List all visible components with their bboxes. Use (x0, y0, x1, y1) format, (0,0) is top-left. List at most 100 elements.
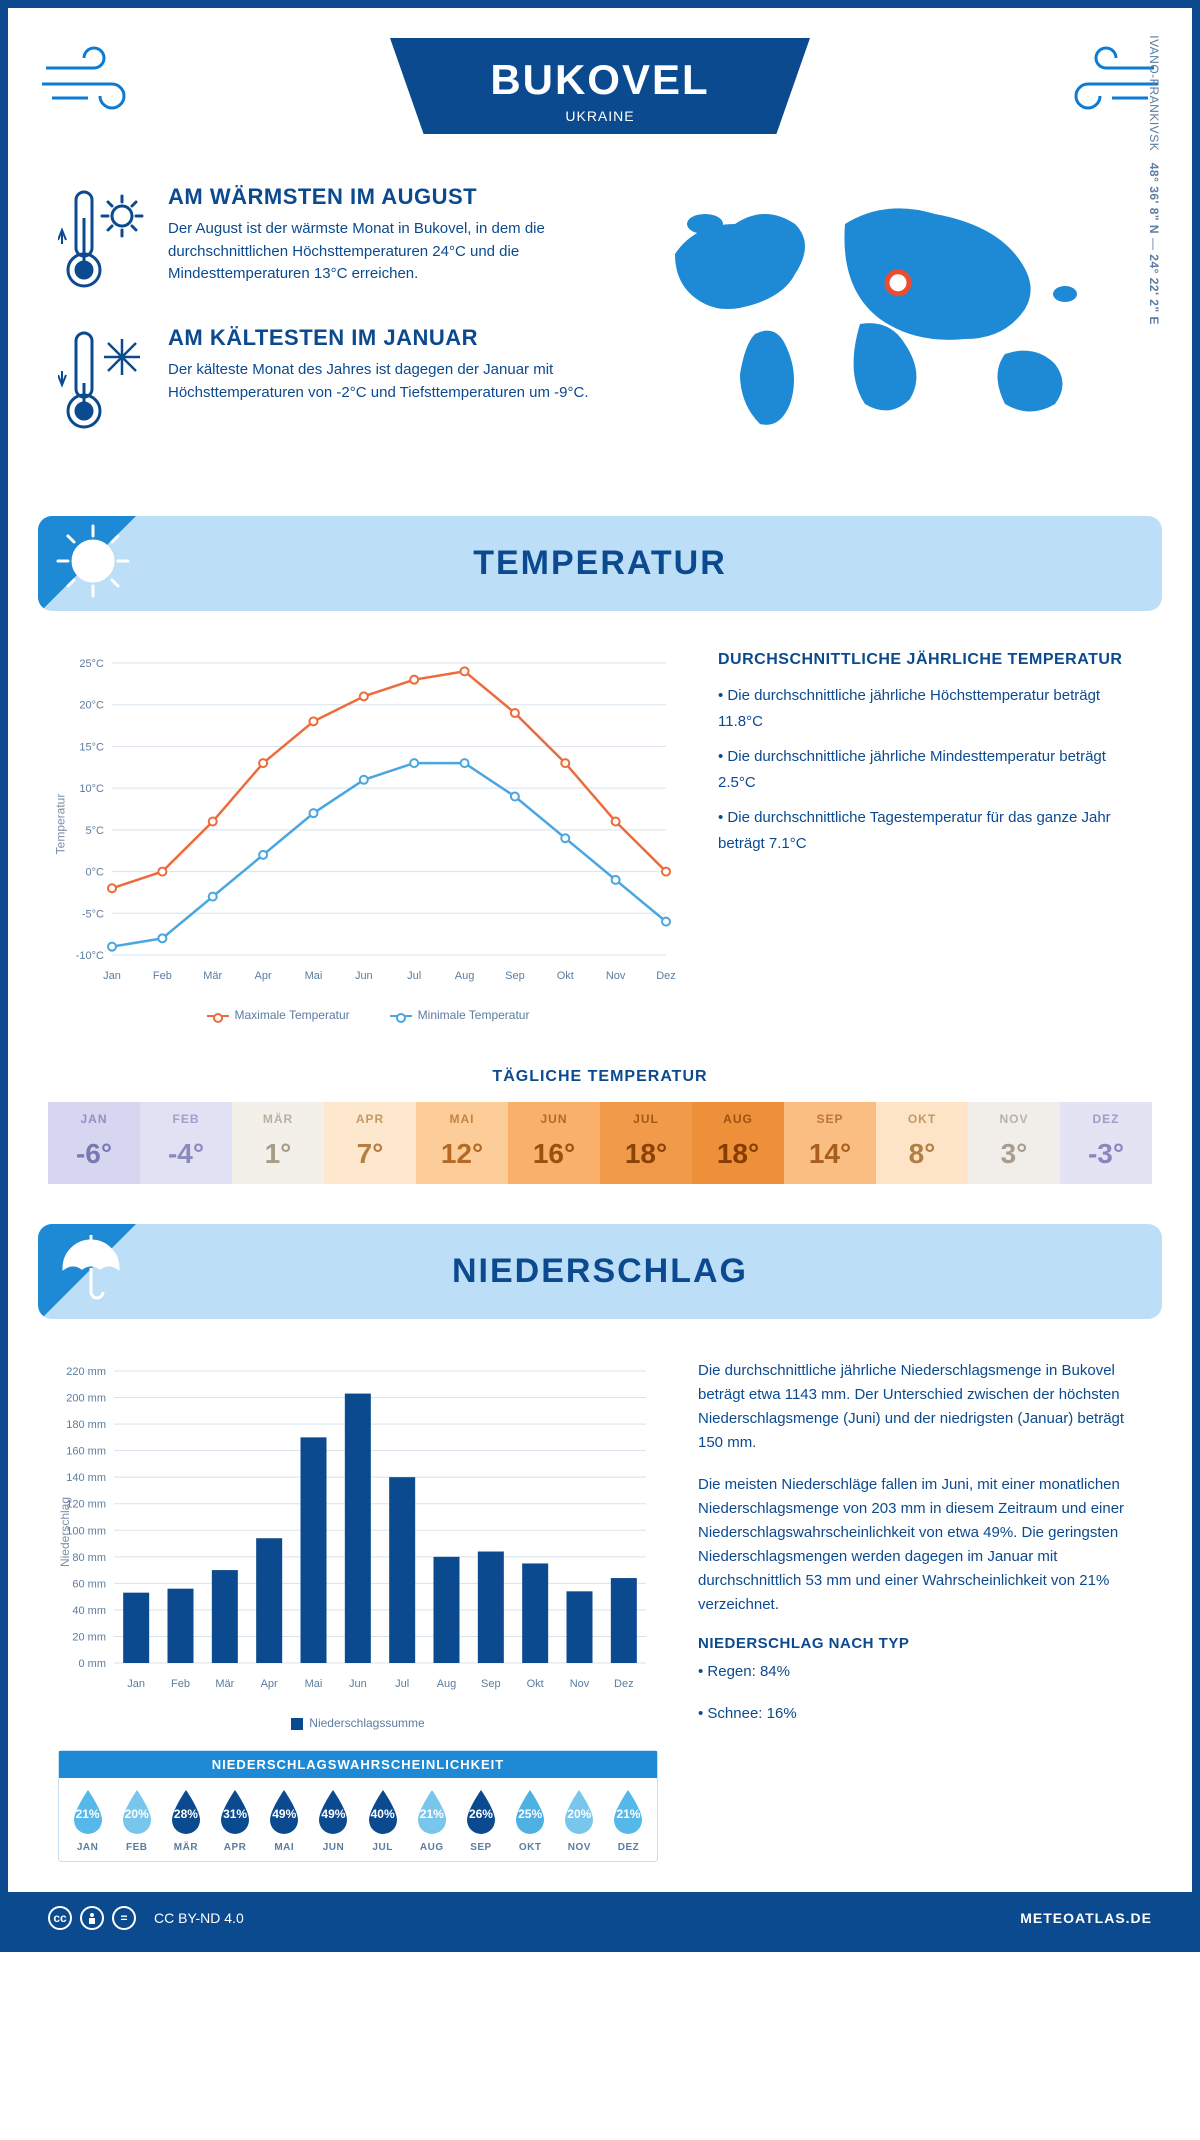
probability-cell: 49% MAI (260, 1788, 309, 1853)
svg-text:Sep: Sep (505, 970, 525, 982)
daily-cell: MAI12° (416, 1102, 508, 1184)
cc-icon: cc (48, 1906, 72, 1930)
svg-text:0 mm: 0 mm (79, 1658, 107, 1670)
location-title: BUKOVEL (470, 56, 730, 104)
section-title: NIEDERSCHLAG (58, 1252, 1142, 1291)
svg-text:Aug: Aug (455, 970, 475, 982)
svg-text:120 mm: 120 mm (66, 1499, 106, 1511)
daily-cell: JUL18° (600, 1102, 692, 1184)
probability-cell: 25% OKT (506, 1788, 555, 1853)
summary-paragraph: Die durchschnittliche jährliche Niedersc… (698, 1359, 1142, 1455)
chart-ylabel: Niederschlag (58, 1496, 72, 1566)
svg-text:Dez: Dez (656, 970, 676, 982)
svg-text:-5°C: -5°C (82, 908, 104, 920)
svg-text:5°C: 5°C (86, 825, 105, 837)
svg-text:Feb: Feb (153, 970, 172, 982)
daily-cell: DEZ-3° (1060, 1102, 1152, 1184)
coordinates: IVANO-FRANKIVSK 48° 36' 8" N — 24° 22' 2… (1147, 35, 1161, 325)
probability-title: NIEDERSCHLAGSWAHRSCHEINLICHKEIT (59, 1751, 657, 1778)
umbrella-icon (54, 1230, 128, 1309)
wind-icon (1052, 38, 1162, 123)
svg-text:Okt: Okt (557, 970, 574, 982)
svg-text:Dez: Dez (614, 1678, 634, 1690)
page-frame: BUKOVEL UKRAINE (0, 0, 1200, 1952)
raindrop-icon: 20% (559, 1788, 599, 1836)
probability-cell: 40% JUL (358, 1788, 407, 1853)
temperature-summary: DURCHSCHNITTLICHE JÄHRLICHE TEMPERATUR •… (718, 651, 1142, 1022)
site-name: METEOATLAS.DE (1020, 1910, 1152, 1926)
chart-legend: Maximale Temperatur Minimale Temperatur (58, 1008, 678, 1022)
precipitation-chart: Niederschlag 0 mm20 mm40 mm60 mm80 mm100… (58, 1359, 658, 1704)
raindrop-icon: 28% (166, 1788, 206, 1836)
probability-cell: 21% DEZ (604, 1788, 653, 1853)
svg-text:Mai: Mai (305, 970, 323, 982)
svg-text:15°C: 15°C (79, 741, 104, 753)
raindrop-icon: 40% (363, 1788, 403, 1836)
svg-text:20 mm: 20 mm (72, 1631, 106, 1643)
svg-text:60 mm: 60 mm (72, 1578, 106, 1590)
svg-text:Jul: Jul (395, 1678, 409, 1690)
title-banner: BUKOVEL UKRAINE (390, 38, 810, 134)
svg-text:Mär: Mär (203, 970, 222, 982)
summary-item: • Regen: 84% (698, 1660, 1142, 1684)
probability-cell: 20% FEB (112, 1788, 161, 1853)
daily-cell: OKT8° (876, 1102, 968, 1184)
svg-text:160 mm: 160 mm (66, 1446, 106, 1458)
daily-cell: JAN-6° (48, 1102, 140, 1184)
raindrop-icon: 21% (608, 1788, 648, 1836)
section-banner-temperature: TEMPERATUR (38, 516, 1162, 611)
raindrop-icon: 20% (117, 1788, 157, 1836)
license-block: cc = CC BY-ND 4.0 (48, 1906, 244, 1930)
raindrop-icon: 26% (461, 1788, 501, 1836)
daily-title: TÄGLICHE TEMPERATUR (8, 1068, 1192, 1086)
thermometer-hot-icon (58, 184, 148, 299)
section-title: TEMPERATUR (58, 544, 1142, 583)
svg-text:0°C: 0°C (86, 867, 105, 879)
svg-text:Sep: Sep (481, 1678, 501, 1690)
svg-text:25°C: 25°C (79, 658, 104, 670)
fact-coldest: AM KÄLTESTEN IM JANUAR Der kälteste Mona… (58, 325, 605, 440)
svg-text:Aug: Aug (437, 1678, 457, 1690)
summary-item: • Die durchschnittliche Tagestemperatur … (718, 805, 1142, 856)
daily-cell: NOV3° (968, 1102, 1060, 1184)
svg-text:180 mm: 180 mm (66, 1419, 106, 1431)
svg-text:80 mm: 80 mm (72, 1552, 106, 1564)
world-map: IVANO-FRANKIVSK 48° 36' 8" N — 24° 22' 2… (645, 184, 1142, 466)
fact-text: Der kälteste Monat des Jahres ist dagege… (168, 359, 605, 404)
raindrop-icon: 49% (313, 1788, 353, 1836)
license-text: CC BY-ND 4.0 (154, 1910, 244, 1926)
probability-box: NIEDERSCHLAGSWAHRSCHEINLICHKEIT 21% JAN … (58, 1750, 658, 1862)
nd-icon: = (112, 1906, 136, 1930)
svg-text:Feb: Feb (171, 1678, 190, 1690)
svg-text:140 mm: 140 mm (66, 1472, 106, 1484)
svg-text:-10°C: -10°C (76, 950, 104, 962)
sun-icon (54, 522, 132, 605)
wind-icon (38, 38, 148, 123)
svg-text:Mär: Mär (215, 1678, 234, 1690)
section-banner-precip: NIEDERSCHLAG (38, 1224, 1162, 1319)
location-subtitle: UKRAINE (470, 108, 730, 124)
fact-warmest: AM WÄRMSTEN IM AUGUST Der August ist der… (58, 184, 605, 299)
precipitation-summary: Die durchschnittliche jährliche Niedersc… (698, 1359, 1142, 1862)
intro-section: AM WÄRMSTEN IM AUGUST Der August ist der… (8, 174, 1192, 496)
svg-text:10°C: 10°C (79, 783, 104, 795)
chart-legend: Niederschlagssumme (58, 1716, 658, 1730)
summary-item: • Die durchschnittliche jährliche Höchst… (718, 683, 1142, 734)
svg-text:Apr: Apr (255, 970, 272, 982)
fact-title: AM WÄRMSTEN IM AUGUST (168, 184, 605, 210)
svg-text:200 mm: 200 mm (66, 1393, 106, 1405)
daily-cell: FEB-4° (140, 1102, 232, 1184)
probability-cell: 21% JAN (63, 1788, 112, 1853)
svg-text:Mai: Mai (305, 1678, 323, 1690)
svg-text:20°C: 20°C (79, 700, 104, 712)
summary-heading: DURCHSCHNITTLICHE JÄHRLICHE TEMPERATUR (718, 651, 1142, 669)
svg-text:40 mm: 40 mm (72, 1605, 106, 1617)
svg-text:Okt: Okt (527, 1678, 544, 1690)
summary-paragraph: Die meisten Niederschläge fallen im Juni… (698, 1473, 1142, 1617)
raindrop-icon: 25% (510, 1788, 550, 1836)
svg-text:Jun: Jun (349, 1678, 367, 1690)
svg-text:220 mm: 220 mm (66, 1366, 106, 1378)
header: BUKOVEL UKRAINE (8, 8, 1192, 174)
svg-text:Jan: Jan (103, 970, 121, 982)
svg-text:Nov: Nov (606, 970, 626, 982)
